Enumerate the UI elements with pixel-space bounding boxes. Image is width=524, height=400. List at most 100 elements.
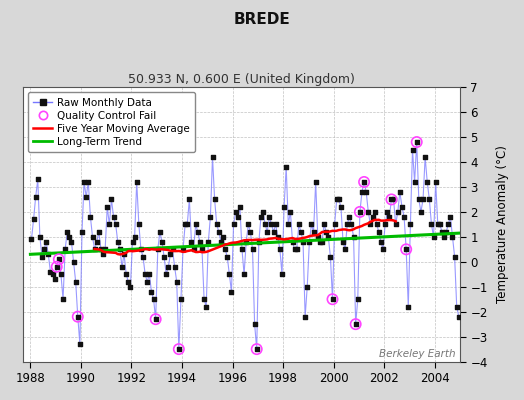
Point (290, 246, 299, 252)
Point (278, 271, 286, 278)
Point (265, 214, 274, 220)
Point (398, 204, 406, 210)
Point (158, 239, 166, 245)
Point (234, 214, 242, 220)
Point (433, 221, 442, 228)
Point (257, 214, 265, 220)
Point (269, 229, 278, 235)
Point (69, 258, 78, 265)
Point (354, 296, 362, 302)
Point (274, 234, 282, 240)
Point (71, 278, 80, 285)
Point (383, 209, 391, 215)
Point (299, 239, 307, 245)
Point (130, 234, 139, 240)
Point (217, 239, 225, 245)
Point (276, 246, 284, 252)
Point (67, 239, 75, 245)
Point (107, 196, 116, 203)
Point (362, 189, 370, 195)
Point (347, 221, 356, 228)
Point (337, 204, 345, 210)
Point (191, 221, 200, 228)
Point (211, 196, 219, 203)
Point (172, 278, 181, 285)
Point (410, 179, 419, 185)
Point (84, 179, 93, 185)
Point (259, 209, 267, 215)
Point (444, 221, 453, 228)
Point (406, 221, 414, 228)
Point (177, 296, 185, 302)
Point (156, 229, 164, 235)
Point (213, 221, 221, 228)
Point (141, 271, 149, 278)
Point (352, 321, 360, 327)
Point (137, 246, 145, 252)
Point (396, 189, 404, 195)
Point (101, 246, 110, 252)
Point (227, 288, 236, 295)
Point (122, 271, 130, 278)
Point (368, 214, 377, 220)
Point (112, 221, 120, 228)
Point (288, 239, 297, 245)
Point (143, 278, 151, 285)
Point (271, 221, 280, 228)
Point (404, 304, 412, 310)
Point (209, 154, 217, 160)
Point (329, 296, 337, 302)
Point (185, 196, 193, 203)
Y-axis label: Temperature Anomaly (°C): Temperature Anomaly (°C) (496, 146, 509, 303)
Point (320, 221, 328, 228)
Point (221, 246, 230, 252)
Point (151, 316, 160, 322)
Point (133, 179, 141, 185)
Point (204, 239, 213, 245)
Point (358, 189, 366, 195)
Point (408, 146, 417, 153)
Point (341, 246, 350, 252)
Point (93, 239, 101, 245)
Point (44, 251, 52, 258)
Point (179, 246, 187, 252)
Point (95, 229, 103, 235)
Point (54, 256, 63, 262)
Point (425, 196, 433, 203)
Point (105, 221, 114, 228)
Point (267, 221, 276, 228)
Point (34, 176, 42, 183)
Point (97, 246, 105, 252)
Point (303, 284, 311, 290)
Point (370, 209, 379, 215)
Point (202, 304, 210, 310)
Point (440, 234, 448, 240)
Point (414, 196, 423, 203)
Point (238, 246, 246, 252)
Point (315, 239, 324, 245)
Point (225, 271, 234, 278)
Point (375, 229, 383, 235)
Point (431, 179, 440, 185)
Point (284, 221, 292, 228)
Point (230, 221, 238, 228)
Point (417, 209, 425, 215)
Text: BREDE: BREDE (234, 12, 290, 27)
Point (446, 214, 455, 220)
Point (248, 246, 257, 252)
Point (394, 209, 402, 215)
Point (215, 229, 223, 235)
Point (181, 221, 189, 228)
Point (423, 179, 431, 185)
Point (453, 304, 461, 310)
Point (61, 246, 69, 252)
Point (311, 179, 320, 185)
Point (54, 256, 63, 262)
Point (297, 229, 305, 235)
Point (339, 239, 347, 245)
Point (373, 221, 381, 228)
Point (301, 314, 309, 320)
Point (200, 296, 208, 302)
Point (48, 271, 57, 278)
Point (421, 154, 429, 160)
